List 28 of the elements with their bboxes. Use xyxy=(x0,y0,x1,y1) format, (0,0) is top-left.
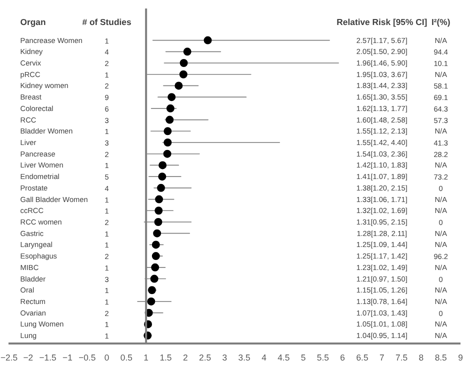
x-tick-label: 8 xyxy=(418,352,424,362)
x-tick-label: 8.5 xyxy=(434,352,448,362)
x-tick-label: 3 xyxy=(222,352,228,362)
x-tick-label: −2 xyxy=(23,352,34,362)
x-tick-label: 3.5 xyxy=(238,352,251,362)
x-tick-label: 2.5 xyxy=(199,352,212,362)
x-tick-label: 6 xyxy=(340,352,346,362)
x-tick-label: −2.5 xyxy=(0,352,18,362)
x-tick-label: 4 xyxy=(262,352,267,362)
x-tick-label: −0.5 xyxy=(78,352,96,362)
x-tick-label: −1.5 xyxy=(39,352,57,362)
x-tick-label: 7.5 xyxy=(396,352,408,362)
x-tick-label: 4.5 xyxy=(278,352,290,362)
x-tick-label: 0 xyxy=(104,352,110,362)
x-tick-label: 6.5 xyxy=(356,352,368,362)
x-tick-label: 5 xyxy=(300,352,306,362)
x-tick-label: 5.5 xyxy=(316,352,330,362)
x-tick-label: 7 xyxy=(379,352,384,362)
text: # of Studies xyxy=(82,17,132,28)
x-tick-label: 1.5 xyxy=(160,352,172,362)
x-tick-label: 0.5 xyxy=(120,352,133,362)
text: I²(%) xyxy=(431,17,450,28)
x-tick-label: 2 xyxy=(182,352,188,362)
x-tick-label: 9 xyxy=(458,352,464,362)
x-tick-label: −1 xyxy=(62,352,73,362)
x-tick-label: 1 xyxy=(144,352,149,362)
text: Relative Risk [95% CI] xyxy=(336,17,428,28)
y-axis-title: Organ xyxy=(20,17,46,28)
